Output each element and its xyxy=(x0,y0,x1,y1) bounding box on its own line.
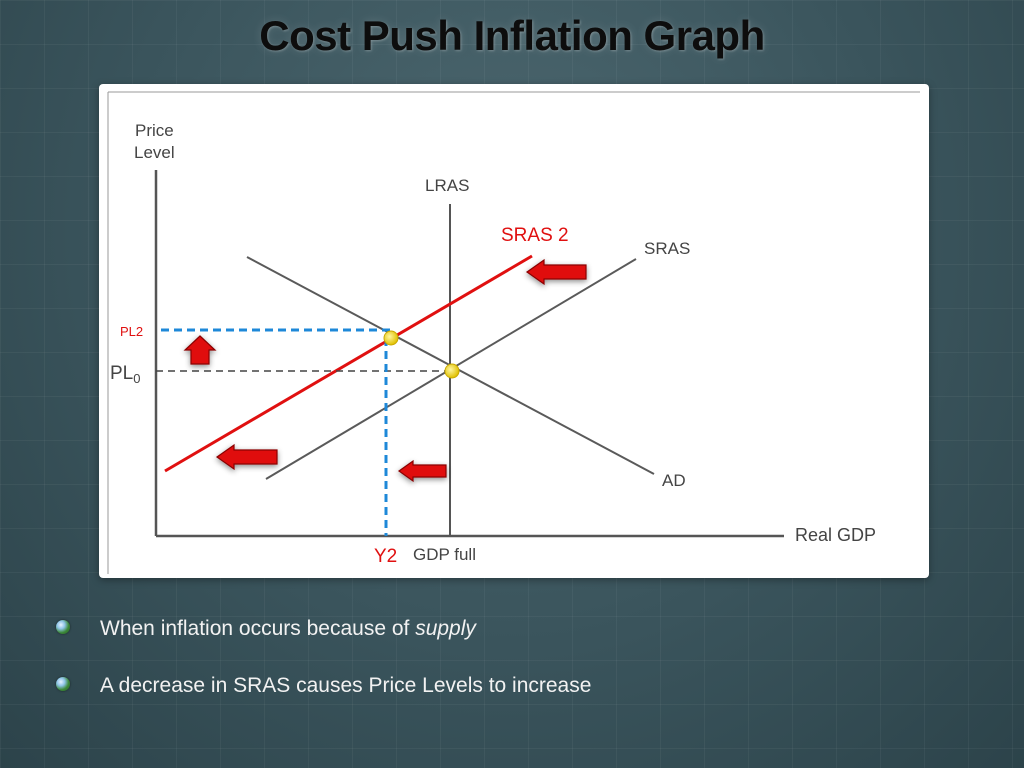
graph-panel: Price Level Real GDP LRAS AD SRAS SRAS 2… xyxy=(99,84,929,578)
globe-bullet-icon xyxy=(56,620,70,634)
globe-bullet-icon xyxy=(56,677,70,691)
cost-push-inflation-diagram: Price Level Real GDP LRAS AD SRAS SRAS 2… xyxy=(107,91,920,574)
left-shift-arrow-bottom-left xyxy=(215,443,278,471)
ad-label: AD xyxy=(662,471,686,490)
y-axis-label-line2: Level xyxy=(134,143,175,162)
slide-title: Cost Push Inflation Graph xyxy=(259,12,765,59)
price-increase-up-arrow xyxy=(183,335,217,365)
new-equilibrium-point xyxy=(383,330,399,346)
bullet-emphasis: supply xyxy=(415,617,476,640)
original-equilibrium-point xyxy=(444,363,460,379)
left-shift-arrow-bottom-right xyxy=(397,459,447,483)
lras-label: LRAS xyxy=(425,176,469,195)
gdp-full-label: GDP full xyxy=(413,545,476,564)
bullet-text: When inflation occurs because of xyxy=(100,617,416,640)
bullet-item: A decrease in SRAS causes Price Levels t… xyxy=(56,669,976,703)
x-axis-label: Real GDP xyxy=(795,525,876,545)
bullet-item: When inflation occurs because of supply xyxy=(56,612,976,646)
pl2-label: PL2 xyxy=(120,324,143,339)
y-axis-label-line1: Price xyxy=(135,121,174,140)
left-shift-arrow-top xyxy=(525,258,587,286)
pl0-label: PL0 xyxy=(110,363,140,386)
sras2-curve xyxy=(164,254,533,473)
sras-label: SRAS xyxy=(644,239,690,258)
bullet-text: A decrease in SRAS causes Price Levels t… xyxy=(100,674,592,697)
y2-label: Y2 xyxy=(374,546,397,567)
sras2-label: SRAS 2 xyxy=(501,225,569,246)
bullet-list: When inflation occurs because of supply … xyxy=(56,612,976,726)
